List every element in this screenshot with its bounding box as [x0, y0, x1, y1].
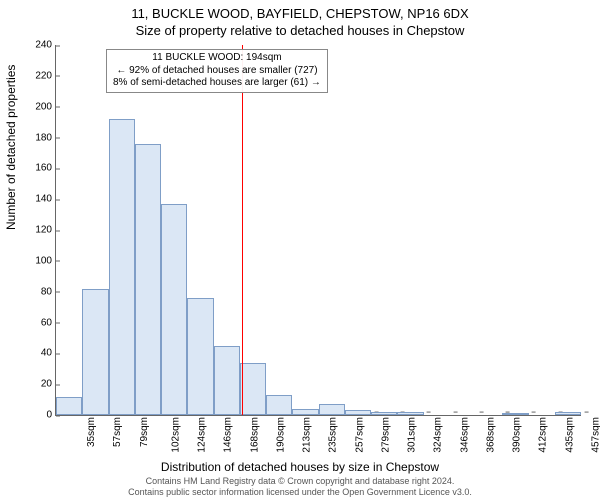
y-tick: 20	[41, 379, 56, 390]
x-tick: 301sqm	[401, 417, 418, 453]
x-tick: 102sqm	[164, 417, 181, 453]
x-tick: 146sqm	[217, 417, 234, 453]
histogram-bar	[371, 412, 397, 415]
y-tick: 180	[35, 132, 56, 143]
histogram-bar	[397, 412, 423, 415]
x-tick: 435sqm	[558, 417, 575, 453]
x-tick: 346sqm	[453, 417, 470, 453]
x-tick: 257sqm	[348, 417, 365, 453]
histogram-bar	[56, 397, 82, 416]
histogram-bar	[187, 298, 213, 415]
y-tick: 60	[41, 317, 56, 328]
histogram-bar	[292, 409, 318, 415]
x-tick: 35sqm	[80, 417, 97, 447]
x-tick: 57sqm	[106, 417, 123, 447]
y-tick: 160	[35, 163, 56, 174]
x-axis-label: Distribution of detached houses by size …	[0, 460, 600, 474]
histogram-bar	[502, 413, 528, 415]
y-tick: 240	[35, 40, 56, 51]
y-tick: 220	[35, 70, 56, 81]
footer-attribution: Contains HM Land Registry data © Crown c…	[0, 476, 600, 498]
x-tick: 190sqm	[269, 417, 286, 453]
histogram-bar	[82, 289, 108, 415]
histogram-bar	[109, 119, 135, 415]
x-tick: 412sqm	[532, 417, 549, 453]
y-tick: 40	[41, 348, 56, 359]
page-title-address: 11, BUCKLE WOOD, BAYFIELD, CHEPSTOW, NP1…	[0, 0, 600, 21]
y-tick: 0	[46, 410, 56, 421]
histogram-bar	[319, 404, 345, 415]
chart-container: 11, BUCKLE WOOD, BAYFIELD, CHEPSTOW, NP1…	[0, 0, 600, 500]
x-tick: 390sqm	[506, 417, 523, 453]
histogram-bar	[345, 410, 371, 415]
x-tick: 279sqm	[374, 417, 391, 453]
annotation-line2: ← 92% of detached houses are smaller (72…	[113, 65, 321, 78]
y-tick: 100	[35, 255, 56, 266]
page-title-sub: Size of property relative to detached ho…	[0, 21, 600, 38]
x-tick: 124sqm	[191, 417, 208, 453]
histogram-plot: 02040608010012014016018020022024035sqm57…	[55, 45, 581, 416]
y-tick: 140	[35, 194, 56, 205]
histogram-bar	[555, 412, 581, 415]
x-tick: 324sqm	[427, 417, 444, 453]
footer-line1: Contains HM Land Registry data © Crown c…	[0, 476, 600, 487]
y-tick: 120	[35, 225, 56, 236]
y-axis-label: Number of detached properties	[4, 65, 18, 230]
y-tick: 200	[35, 101, 56, 112]
annotation-callout: 11 BUCKLE WOOD: 194sqm← 92% of detached …	[106, 49, 328, 93]
y-tick: 80	[41, 286, 56, 297]
histogram-bar	[135, 144, 161, 415]
x-tick: 235sqm	[322, 417, 339, 453]
annotation-line1: 11 BUCKLE WOOD: 194sqm	[113, 52, 321, 65]
x-tick: 168sqm	[243, 417, 260, 453]
histogram-bar	[240, 363, 266, 415]
histogram-bar	[266, 395, 292, 415]
x-tick: 213sqm	[296, 417, 313, 453]
histogram-bar	[161, 204, 187, 415]
footer-line2: Contains public sector information licen…	[0, 487, 600, 498]
histogram-bar	[214, 346, 240, 415]
x-tick: 457sqm	[584, 417, 600, 453]
annotation-line3: 8% of semi-detached houses are larger (6…	[113, 77, 321, 90]
reference-line	[242, 45, 243, 415]
x-tick: 368sqm	[479, 417, 496, 453]
x-tick: 79sqm	[133, 417, 150, 447]
